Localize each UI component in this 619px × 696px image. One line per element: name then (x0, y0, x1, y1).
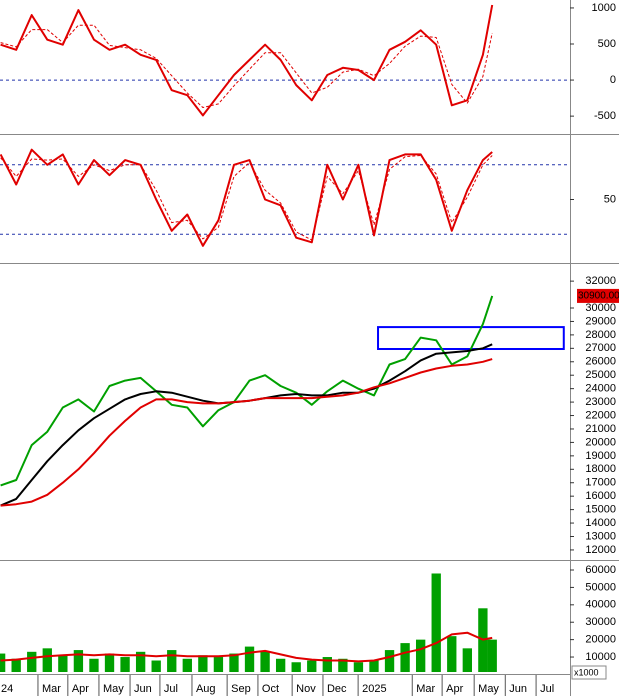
y-tick-label: 26000 (585, 356, 616, 368)
unit-label: x1000 (574, 667, 599, 677)
volume-bar (198, 655, 208, 672)
x-tick-label: Jun (134, 683, 152, 695)
x-tick-label: Jul (164, 683, 178, 695)
volume-bar (58, 655, 68, 672)
x-tick-label: Jul (540, 683, 554, 695)
y-tick-label: 29000 (585, 315, 616, 327)
volume-bar (260, 651, 270, 672)
y-tick-label: 13000 (585, 530, 616, 542)
series-line (0, 631, 493, 663)
x-tick-label: Mar (416, 683, 435, 695)
y-tick-label: 60000 (585, 564, 616, 576)
y-tick-label: 50 (604, 193, 616, 205)
x-tick-label: Apr (446, 683, 463, 695)
volume-bar (291, 662, 301, 672)
x-tick-label: Jun (509, 683, 527, 695)
volume-bar (0, 653, 6, 672)
y-tick-label: 30000 (585, 616, 616, 628)
y-tick-label: 14000 (585, 517, 616, 529)
y-tick-label: 19000 (585, 450, 616, 462)
x-tick-label: 24 (1, 683, 13, 695)
last-price-label: 30900.00 (578, 291, 619, 302)
x-tick-label: Mar (42, 683, 61, 695)
volume-bar (42, 648, 52, 672)
y-tick-label: 10000 (585, 651, 616, 663)
volume-bar (353, 662, 364, 672)
volume-bar (151, 660, 161, 672)
series-line (0, 295, 494, 487)
y-tick-label: 27000 (585, 342, 616, 354)
x-tick-label: Apr (72, 683, 89, 695)
x-tick-label: Oct (262, 683, 279, 695)
y-tick-label: 18000 (585, 463, 616, 475)
y-tick-label: 24000 (585, 383, 616, 395)
y-tick-label: 30000 (585, 302, 616, 314)
y-tick-label: 32000 (585, 275, 616, 287)
volume-bar (213, 657, 224, 672)
volume-bar (400, 643, 410, 672)
volume-bar (167, 650, 177, 672)
volume-bar (135, 651, 146, 672)
volume-bar (73, 650, 84, 672)
volume-bar (431, 573, 441, 672)
x-tick-label: Sep (231, 683, 251, 695)
y-tick-label: 17000 (585, 477, 616, 489)
volume-bar (338, 658, 348, 672)
unit-label-box (571, 665, 607, 680)
volume-bar (447, 636, 457, 672)
series-line (0, 4, 494, 117)
volume-bar (462, 648, 472, 672)
y-tick-label: 40000 (585, 599, 616, 611)
y-tick-label: 500 (598, 38, 616, 50)
x-tick-label: Nov (296, 683, 316, 695)
y-tick-label: 15000 (585, 504, 616, 516)
series-line (0, 358, 493, 507)
volume-bar (11, 658, 21, 672)
y-tick-label: 12000 (585, 544, 616, 556)
volume-bar (104, 653, 115, 672)
y-tick-label: 21000 (585, 423, 616, 435)
volume-bar (369, 660, 379, 672)
y-tick-label: 16000 (585, 490, 616, 502)
y-tick-label: 28000 (585, 329, 616, 341)
volume-bar (229, 653, 239, 672)
volume-bar (384, 650, 395, 672)
x-tick-label: 2025 (362, 683, 386, 695)
y-tick-label: 20000 (585, 634, 616, 646)
volume-bar (182, 658, 192, 672)
x-tick-label: Dec (327, 683, 347, 695)
volume-bar (275, 658, 286, 672)
x-tick-label: Aug (196, 683, 216, 695)
volume-bar (244, 646, 255, 672)
y-tick-label: -500 (594, 110, 616, 122)
volume-bar (415, 639, 426, 672)
volume-bar (307, 660, 317, 672)
volume-bar (120, 657, 130, 672)
y-tick-label: 23000 (585, 396, 616, 408)
volume-bar (27, 651, 37, 672)
series-line (0, 148, 493, 247)
y-tick-label: 25000 (585, 369, 616, 381)
volume-bar (487, 639, 497, 672)
y-tick-label: 50000 (585, 581, 616, 593)
y-tick-label: 0 (610, 74, 616, 86)
volume-bar (89, 658, 99, 672)
y-tick-label: 22000 (585, 409, 616, 421)
y-tick-label: 1000 (592, 2, 616, 14)
x-tick-label: May (103, 683, 124, 695)
y-tick-label: 20000 (585, 436, 616, 448)
volume-bar (322, 657, 332, 672)
last-price-box (577, 288, 619, 303)
x-tick-label: May (478, 683, 499, 695)
